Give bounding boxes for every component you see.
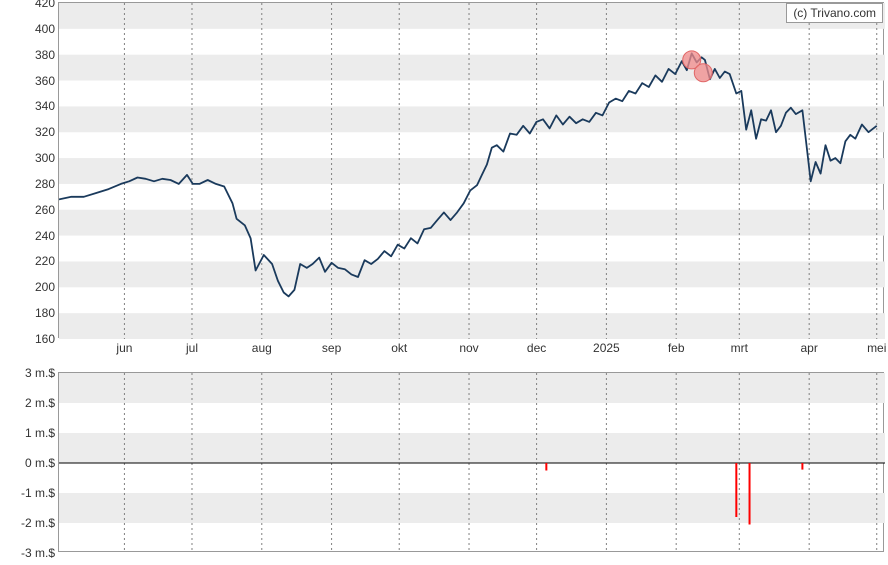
- price-chart-svg: [59, 3, 885, 339]
- y-tick-label: 180: [35, 306, 55, 320]
- x-tick-label: dec: [527, 341, 546, 355]
- volume-bar: [545, 463, 547, 471]
- y-tick-label: -3 m.$: [21, 546, 55, 560]
- y-tick-label: 340: [35, 99, 55, 113]
- x-tick-label: apr: [801, 341, 818, 355]
- volume-bar: [735, 463, 737, 517]
- y-tick-label: 320: [35, 125, 55, 139]
- y-tick-label: 300: [35, 151, 55, 165]
- x-tick-label: mrt: [731, 341, 748, 355]
- volume-chart-svg: [59, 373, 885, 553]
- y-tick-label: 400: [35, 22, 55, 36]
- x-tick-label: jun: [116, 341, 132, 355]
- x-tick-label: okt: [391, 341, 407, 355]
- y-tick-label: -2 m.$: [21, 516, 55, 530]
- y-tick-label: -1 m.$: [21, 486, 55, 500]
- y-tick-label: 3 m.$: [25, 366, 55, 380]
- chart-marker: [694, 64, 712, 82]
- volume-bar: [801, 463, 803, 470]
- y-tick-label: 380: [35, 48, 55, 62]
- y-tick-label: 360: [35, 74, 55, 88]
- y-tick-label: 1 m.$: [25, 426, 55, 440]
- y-tick-label: 220: [35, 254, 55, 268]
- y-tick-label: 0 m.$: [25, 456, 55, 470]
- x-tick-label: 2025: [593, 341, 620, 355]
- y-tick-label: 280: [35, 177, 55, 191]
- y-tick-label: 240: [35, 229, 55, 243]
- x-tick-label: feb: [668, 341, 685, 355]
- y-tick-label: 200: [35, 280, 55, 294]
- x-tick-label: mei: [867, 341, 886, 355]
- x-tick-label: sep: [322, 341, 341, 355]
- volume-chart: -3 m.$-2 m.$-1 m.$0 m.$1 m.$2 m.$3 m.$: [58, 372, 884, 552]
- x-tick-label: nov: [459, 341, 478, 355]
- y-tick-label: 420: [35, 0, 55, 10]
- price-chart: (c) Trivano.com1601802002202402602803003…: [58, 2, 884, 338]
- y-tick-label: 2 m.$: [25, 396, 55, 410]
- x-tick-label: jul: [186, 341, 198, 355]
- volume-bar: [749, 463, 751, 525]
- y-tick-label: 260: [35, 203, 55, 217]
- attribution-label: (c) Trivano.com: [786, 3, 883, 23]
- x-tick-label: aug: [252, 341, 272, 355]
- y-tick-label: 160: [35, 332, 55, 346]
